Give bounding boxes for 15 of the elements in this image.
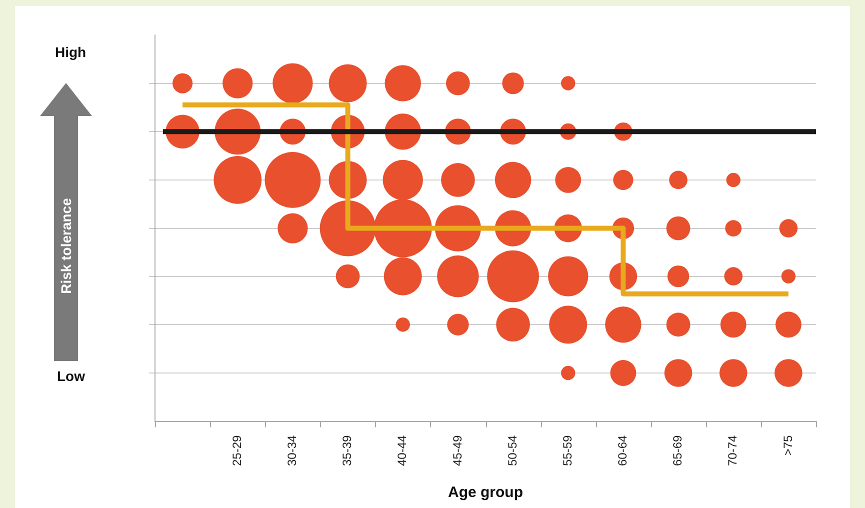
- x-tick-label: 35-39: [340, 434, 354, 466]
- x-axis-title: Age group: [448, 484, 523, 502]
- x-tick-label: 40-44: [395, 434, 410, 466]
- x-tick-label: 25-29: [230, 434, 244, 466]
- x-tick-label: 30-34: [285, 434, 300, 466]
- x-tick-label: 70-74: [726, 434, 740, 466]
- x-tick-label: 55-59: [560, 434, 574, 466]
- x-tick-label: 60-64: [616, 434, 630, 466]
- text: High: [55, 44, 86, 60]
- x-tick-label: 65-69: [670, 434, 685, 466]
- x-tick-label: 45-49: [450, 434, 464, 466]
- text: Low: [57, 368, 85, 384]
- x-tick-label: >75: [780, 434, 795, 456]
- x-tick-label: 50-54: [505, 434, 520, 466]
- text: Risk tolerance: [58, 198, 74, 294]
